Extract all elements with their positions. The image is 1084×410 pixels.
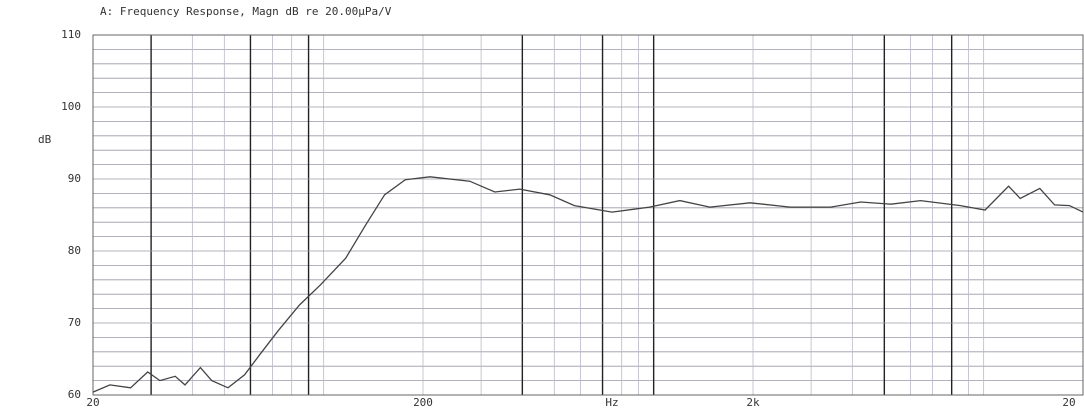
x-tick-label: 2k [746,396,760,409]
y-tick-label: 90 [68,172,81,185]
y-axis-label: dB [38,133,52,146]
y-tick-label: 100 [61,100,81,113]
x-axis-label: Hz [605,396,618,409]
y-tick-label: 70 [68,316,81,329]
y-tick-label: 110 [61,28,81,41]
chart-title: A: Frequency Response, Magn dB re 20.00µ… [100,5,392,18]
x-tick-label: 20 [86,396,99,409]
y-tick-label: 80 [68,244,81,257]
data-line [92,176,1084,393]
x-tick-label: 20 [1062,396,1075,409]
x-tick-label: 200 [413,396,433,409]
plot-frame [92,34,1084,396]
y-tick-label: 60 [68,388,81,401]
